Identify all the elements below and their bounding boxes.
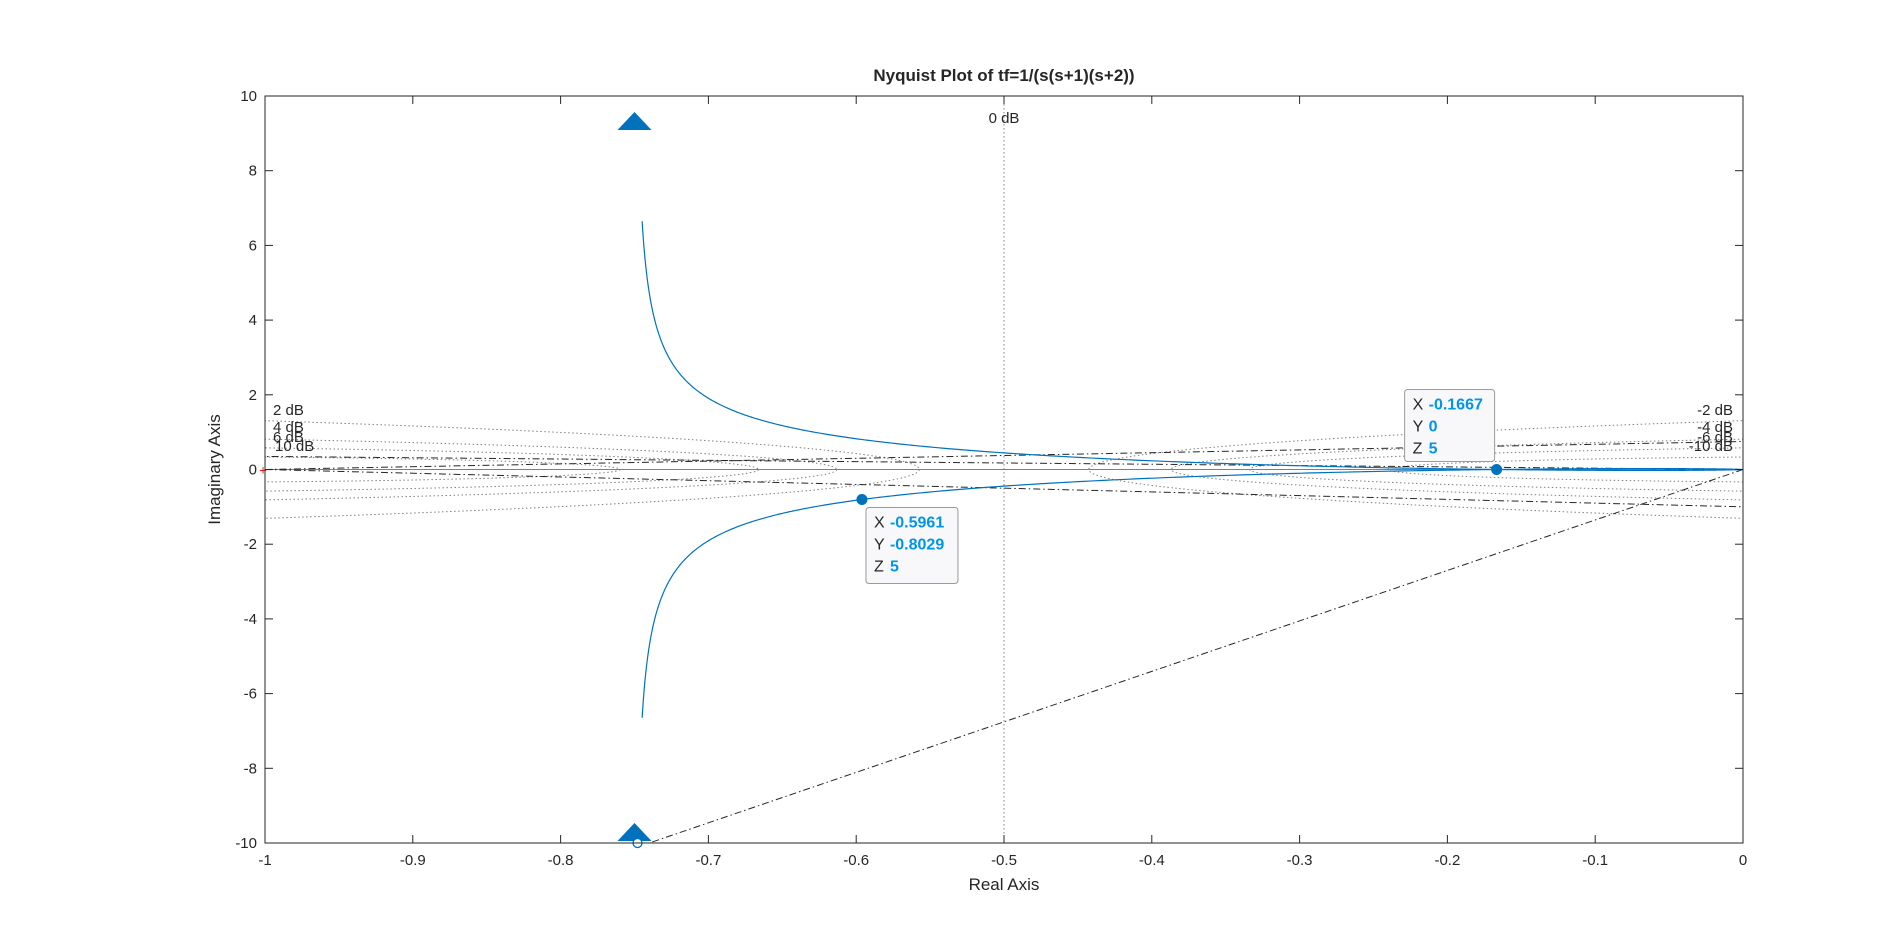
- datatip-key: Y: [874, 536, 885, 553]
- m-label-left: 4 dB: [273, 419, 304, 436]
- y-tick-label: -4: [244, 611, 257, 628]
- x-tick-label: -0.2: [1434, 852, 1460, 869]
- x-tick-label: -0.6: [843, 852, 869, 869]
- y-tick-label: 4: [249, 312, 257, 329]
- x-tick-label: -0.5: [991, 852, 1017, 869]
- y-tick-label: -8: [244, 760, 257, 777]
- x-tick-label: -0.8: [548, 852, 574, 869]
- datatip-value: -0.5961: [890, 514, 944, 531]
- m-label-left: 2 dB: [273, 402, 304, 419]
- direction-arrow-top: [617, 112, 652, 130]
- x-tick-label: 0: [1739, 852, 1747, 869]
- y-tick-label: -2: [244, 536, 257, 553]
- datatip-point: [856, 493, 868, 505]
- m-label-right: -10 dB: [1689, 438, 1733, 455]
- dash-dot-lines: [265, 440, 1743, 843]
- direction-arrow-bottom: [617, 823, 652, 841]
- m-label-left: 6 dB: [273, 429, 304, 446]
- datatip-value: 5: [1429, 441, 1438, 458]
- datatip-key: X: [874, 514, 885, 531]
- datatip-point: [1491, 464, 1503, 475]
- y-tick-label: 0: [249, 462, 257, 479]
- datatip-key: X: [1413, 397, 1424, 414]
- dash-dot-line-3: [265, 455, 1743, 470]
- x-tick-label: -0.9: [400, 852, 426, 869]
- x-tick-label: -0.3: [1287, 852, 1313, 869]
- critical-point-marker: +: [259, 463, 267, 478]
- y-tick-label: 2: [249, 387, 257, 404]
- chart-title: Nyquist Plot of tf=1/(s(s+1)(s+2)): [873, 66, 1134, 85]
- nyquist-branch-negative-freq: [641, 467, 1743, 718]
- y-tick-label: 8: [249, 163, 257, 180]
- y-tick-label: -6: [244, 686, 257, 703]
- datatip-box: [865, 506, 959, 584]
- datatip-key: Z: [1413, 441, 1423, 458]
- datatip-key: Y: [1413, 419, 1424, 436]
- datatip-value: -0.8029: [890, 536, 944, 553]
- datatip-value: -0.1667: [1429, 397, 1483, 414]
- nyquist-branch-positive-freq: [641, 221, 1743, 472]
- x-axis-label: Real Axis: [969, 875, 1040, 894]
- m-label-left: 10 dB: [275, 438, 314, 455]
- m-label-center: 0 dB: [989, 110, 1020, 127]
- x-tick-label: -0.7: [695, 852, 721, 869]
- axis-ticks: -1 -0.9 -0.8 -0.7 -0.6 -0.5 -0.4 -0.3 -0.2 -0.1 0 -…: [235, 88, 1747, 869]
- dash-dot-line-0: [649, 469, 1743, 843]
- y-tick-label: 6: [249, 237, 257, 254]
- m-label-right: -2 dB: [1697, 402, 1733, 419]
- marker-layer: +: [259, 112, 652, 849]
- datatip-box: [1404, 389, 1496, 462]
- x-tick-label: -0.1: [1582, 852, 1608, 869]
- y-tick-label: 10: [240, 88, 257, 105]
- datatip-key: Z: [874, 558, 884, 575]
- y-tick-label: -10: [235, 835, 257, 852]
- m-label-right: -6 dB: [1697, 429, 1733, 446]
- y-axis-label: Imaginary Axis: [205, 414, 224, 525]
- x-tick-label: -1: [258, 852, 271, 869]
- datatip-0: X -0.1667 Y 0Z 5: [1404, 389, 1503, 475]
- x-tick-label: -0.4: [1139, 852, 1165, 869]
- datatip-value: 0: [1429, 419, 1438, 436]
- datatip-value: 5: [890, 558, 899, 575]
- m-label-right: -4 dB: [1697, 419, 1733, 436]
- datatip-1: X -0.5961 Y -0.8029 Z 5: [856, 493, 959, 584]
